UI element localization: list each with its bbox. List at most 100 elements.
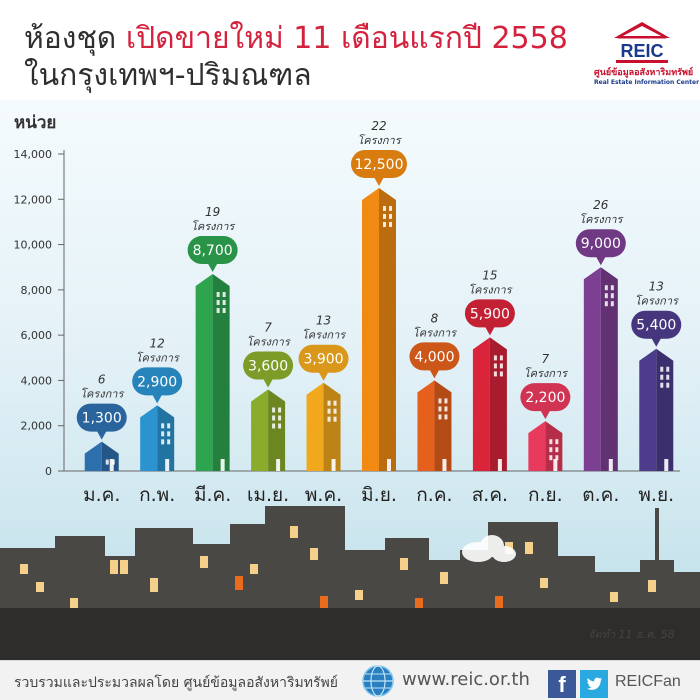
bar-door xyxy=(608,459,613,471)
bar-face-right xyxy=(434,380,452,471)
x-tick-label: ก.ย. xyxy=(528,484,563,506)
y-tick-label: 8,000 xyxy=(21,284,53,297)
bar-window xyxy=(272,415,276,421)
value-bubble-tail xyxy=(318,371,329,381)
value-bubble xyxy=(132,367,183,396)
bar-face-left xyxy=(528,421,546,471)
bar-window xyxy=(222,292,226,298)
bar-window xyxy=(333,416,337,422)
y-tick-label: 4,000 xyxy=(21,374,53,387)
value-bubble xyxy=(298,344,349,373)
project-count-label: 13 xyxy=(649,280,664,294)
data-label: 9,000 xyxy=(581,236,621,252)
bar xyxy=(195,274,230,471)
value-bubble-tail xyxy=(595,256,606,266)
project-unit-label: โครงการ xyxy=(524,367,569,380)
data-label: 2,900 xyxy=(137,374,177,390)
project-unit-label: โครงการ xyxy=(635,295,680,308)
bar-face-left xyxy=(195,274,213,471)
bar-window xyxy=(389,221,392,227)
bar-face-left xyxy=(472,337,490,471)
bar-window xyxy=(383,213,386,219)
value-bubble-tail xyxy=(152,394,163,404)
x-tick-label: พ.ย. xyxy=(638,484,674,506)
x-tick-label: ก.ค. xyxy=(416,484,452,506)
value-bubble xyxy=(243,351,294,380)
project-count-label: 8 xyxy=(431,311,439,325)
bar-door xyxy=(442,459,447,471)
bar-window xyxy=(167,423,171,429)
value-bubble-tail xyxy=(207,263,218,273)
project-unit-label: โครงการ xyxy=(80,388,125,401)
bar-window xyxy=(278,423,282,429)
bar xyxy=(306,382,341,471)
bar-window xyxy=(499,355,503,361)
project-unit-label: โครงการ xyxy=(191,220,236,233)
value-bubble-tail xyxy=(263,378,274,388)
bar-window xyxy=(438,406,442,412)
bar xyxy=(472,337,507,471)
bar-door xyxy=(553,459,558,471)
project-unit-label: โครงการ xyxy=(468,283,513,296)
project-count-label: 12 xyxy=(150,336,165,350)
value-bubble xyxy=(187,236,238,265)
bar-window xyxy=(610,301,614,307)
bar-window xyxy=(610,285,614,291)
bar-window xyxy=(444,398,448,404)
project-unit-label: โครงการ xyxy=(136,351,181,364)
value-bubble xyxy=(575,229,626,258)
x-tick-label: มิ.ย. xyxy=(361,484,397,506)
social-handle[interactable]: REICFan xyxy=(615,673,681,690)
bar-window xyxy=(493,371,497,377)
bar-window xyxy=(161,423,165,429)
x-tick-label: ม.ค. xyxy=(83,484,120,506)
bar-window xyxy=(278,407,282,413)
bar-door xyxy=(220,459,225,471)
facebook-icon[interactable]: f xyxy=(548,670,576,698)
bar-door xyxy=(331,459,336,471)
bar-window xyxy=(383,221,386,227)
twitter-bird-icon[interactable] xyxy=(580,670,608,698)
twitter-bird-glyph xyxy=(587,677,602,690)
bar-face-right xyxy=(323,382,341,471)
bar-window xyxy=(438,414,442,420)
y-tick-label: 12,000 xyxy=(14,193,53,206)
x-tick-label: พ.ค. xyxy=(305,484,342,506)
bar-window xyxy=(272,407,276,413)
bar-window xyxy=(438,398,442,404)
logo-name-en: Real Estate Information Center xyxy=(594,79,700,86)
website-link[interactable]: www.reic.or.th xyxy=(402,669,530,690)
title-line2: ในกรุงเทพฯ-ปริมณฑล xyxy=(24,58,312,93)
y-tick-label: 14,000 xyxy=(14,148,53,161)
bar-window xyxy=(216,308,220,314)
bar-window xyxy=(327,416,331,422)
bar xyxy=(583,267,618,471)
bar xyxy=(417,380,452,471)
bar-face-right xyxy=(600,267,618,471)
bar-face-right xyxy=(212,274,230,471)
bar-face-left xyxy=(306,382,324,471)
bar-window xyxy=(604,301,608,307)
bar-window xyxy=(660,366,664,372)
project-count-label: 19 xyxy=(205,205,220,219)
value-bubble-tail xyxy=(540,410,551,420)
project-unit-label: โครงการ xyxy=(413,326,458,339)
globe-icon xyxy=(362,665,394,697)
bar-door xyxy=(165,459,170,471)
bar-face-left xyxy=(362,187,379,471)
data-label: 8,700 xyxy=(193,243,233,259)
y-tick-label: 6,000 xyxy=(21,329,53,342)
bar-window xyxy=(389,205,392,211)
city-skyline-illustration xyxy=(0,506,700,660)
bar xyxy=(528,421,563,471)
bar-window xyxy=(493,355,497,361)
bar-face-right xyxy=(489,337,507,471)
value-bubble-tail xyxy=(96,430,107,440)
bar-window xyxy=(555,439,559,445)
y-tick-label: 0 xyxy=(45,465,52,478)
value-bubble-tail xyxy=(429,369,440,379)
bar-window xyxy=(327,400,331,406)
bar-window xyxy=(555,455,559,461)
bar-window xyxy=(499,363,503,369)
data-label: 1,300 xyxy=(82,411,122,427)
